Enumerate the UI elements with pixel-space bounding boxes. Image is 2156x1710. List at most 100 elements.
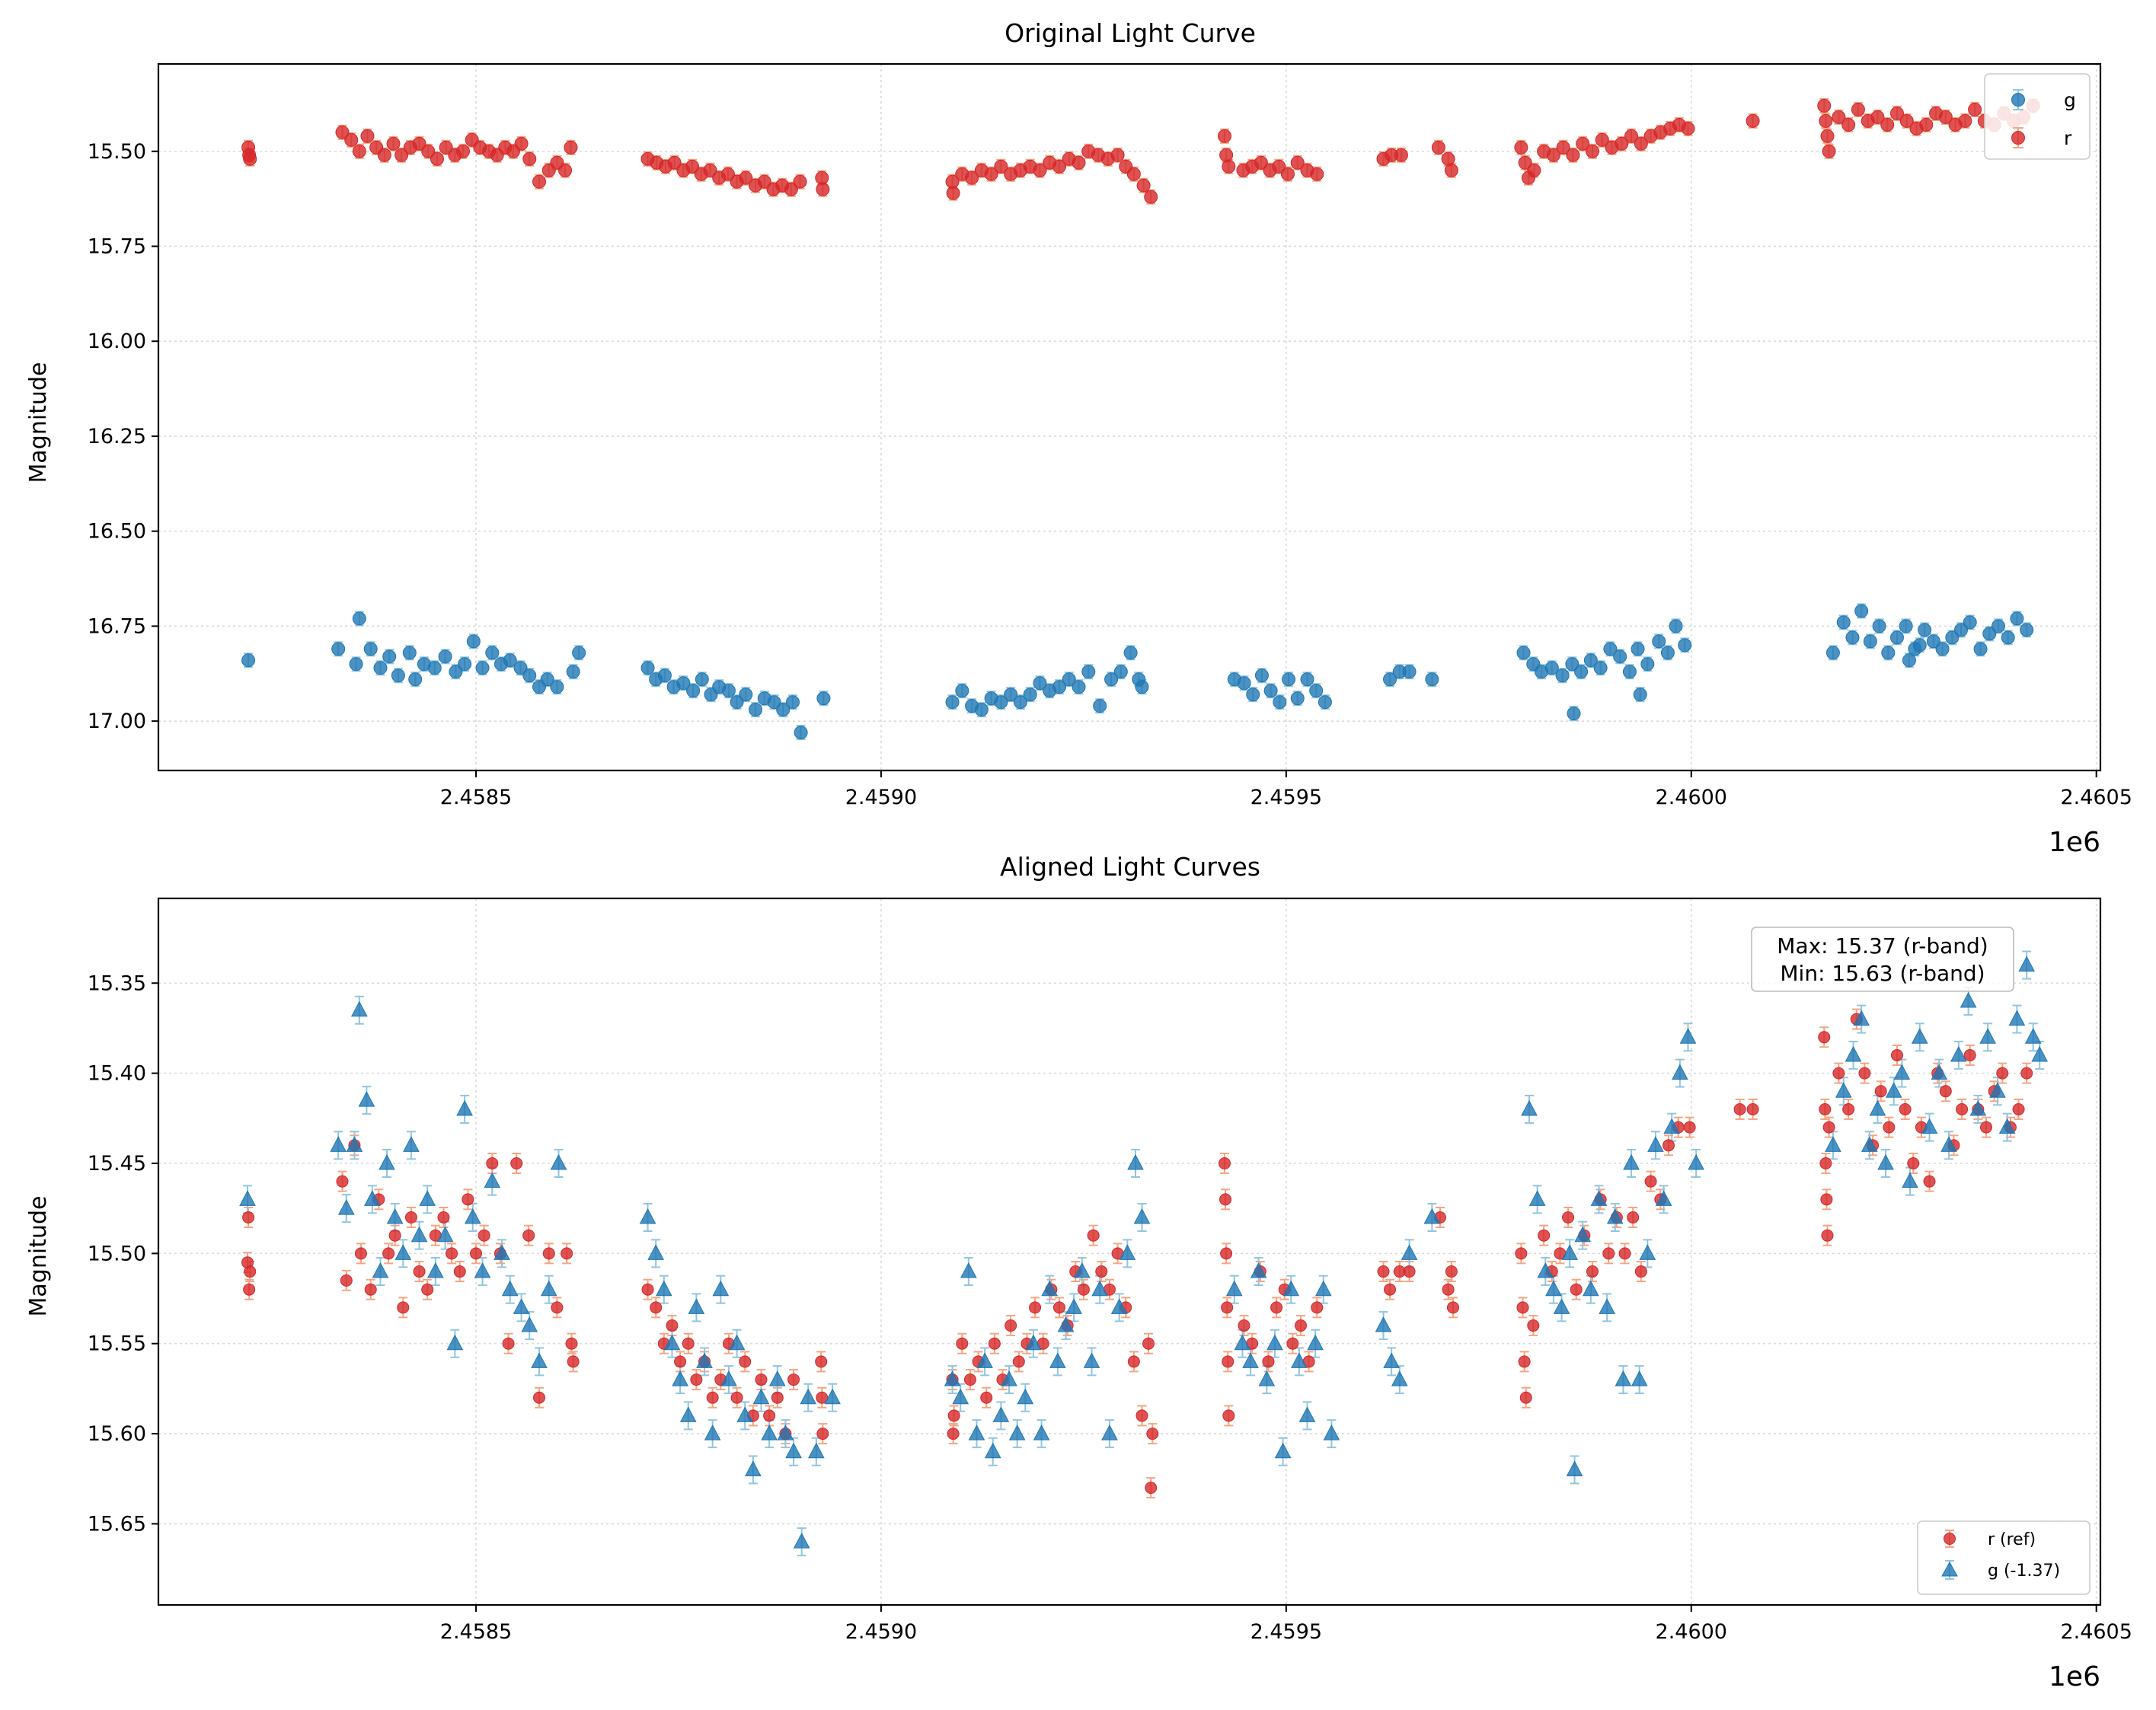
data-point-r bbox=[815, 1355, 828, 1368]
data-point-g bbox=[540, 1280, 557, 1297]
data-point-r bbox=[456, 144, 470, 158]
data-point-r bbox=[1515, 1247, 1528, 1260]
data-point-g bbox=[1935, 642, 1950, 656]
data-point-g bbox=[1899, 619, 1913, 633]
data-point-g bbox=[1083, 1352, 1100, 1368]
data-point-g bbox=[330, 1136, 347, 1152]
data-point-r bbox=[1126, 167, 1141, 181]
data-point-r bbox=[1052, 1301, 1065, 1314]
data-point-g bbox=[1845, 1045, 1862, 1062]
data-point-g bbox=[1555, 668, 1570, 683]
data-point-r bbox=[542, 1247, 555, 1260]
data-point-r bbox=[421, 144, 436, 158]
data-point-g bbox=[1561, 1244, 1579, 1260]
data-point-r bbox=[453, 1265, 466, 1278]
data-point-g bbox=[1633, 688, 1647, 702]
data-point-g bbox=[1631, 1370, 1648, 1386]
data-point-g bbox=[777, 1424, 794, 1440]
data-point-r bbox=[1087, 1229, 1100, 1242]
data-point-r bbox=[522, 1229, 535, 1242]
data-point-r bbox=[1441, 152, 1455, 166]
data-point-g bbox=[1861, 1136, 1878, 1152]
data-point-r bbox=[242, 1211, 255, 1224]
data-point-r bbox=[1566, 148, 1580, 162]
x-tick-label: 2.4585 bbox=[440, 1620, 512, 1644]
data-point-g bbox=[1017, 1388, 1034, 1405]
x-tick-label: 2.4600 bbox=[1656, 786, 1727, 809]
data-point-g bbox=[728, 1334, 746, 1351]
data-point-g bbox=[1835, 1082, 1852, 1098]
data-point-r bbox=[2012, 1102, 2025, 1115]
data-point-r bbox=[1310, 167, 1324, 181]
data-point-r bbox=[1818, 1031, 1831, 1044]
data-point-r bbox=[1518, 1355, 1531, 1368]
data-point-r bbox=[763, 1409, 776, 1422]
data-point-r bbox=[1219, 1193, 1232, 1206]
data-point-g bbox=[1544, 661, 1559, 675]
data-point-r bbox=[730, 1391, 743, 1404]
data-point-g bbox=[410, 1226, 428, 1243]
x-tick-label: 2.4585 bbox=[440, 786, 512, 809]
data-point-r bbox=[1377, 1265, 1390, 1278]
data-point-g bbox=[1290, 691, 1305, 706]
data-points bbox=[241, 98, 2040, 740]
y-tick-label: 15.55 bbox=[88, 1332, 146, 1356]
data-point-g bbox=[1973, 642, 1988, 656]
data-point-g bbox=[984, 1442, 1001, 1459]
data-point-r bbox=[1562, 1211, 1575, 1224]
y-tick-label: 15.35 bbox=[88, 971, 146, 995]
data-point-r bbox=[1518, 155, 1532, 170]
data-point-r bbox=[336, 1175, 349, 1188]
data-point-g bbox=[1041, 1280, 1059, 1297]
data-point-g bbox=[1401, 1244, 1418, 1260]
data-point-g bbox=[2008, 1010, 2026, 1026]
data-point-g bbox=[446, 1334, 464, 1351]
x-tick-label: 2.4605 bbox=[2060, 1620, 2132, 1644]
data-point-r bbox=[1899, 113, 1914, 128]
data-point-r bbox=[956, 1337, 969, 1350]
data-point-g bbox=[1521, 1099, 1538, 1116]
data-point-g bbox=[1998, 1118, 2016, 1134]
data-point-r bbox=[1110, 148, 1125, 162]
data-point-g bbox=[1931, 1064, 1948, 1080]
data-point-g bbox=[1263, 684, 1278, 698]
data-point-g bbox=[1133, 1208, 1151, 1224]
data-point-g bbox=[346, 1136, 363, 1152]
data-point-g bbox=[1877, 1153, 1894, 1170]
data-point-r bbox=[1602, 1247, 1615, 1260]
data-point-g bbox=[1049, 1352, 1066, 1368]
data-point-r bbox=[739, 171, 753, 185]
data-point-g bbox=[358, 1091, 375, 1107]
error-bars bbox=[244, 97, 2038, 741]
data-point-r bbox=[1570, 1283, 1583, 1296]
data-point-g bbox=[1872, 619, 1886, 633]
x-axis-ticks: 2.4585 2.4590 2.4595 2.4600 2.4605 bbox=[440, 770, 2132, 809]
data-point-r bbox=[532, 174, 546, 189]
data-point-g bbox=[672, 1370, 688, 1386]
data-point-g bbox=[945, 695, 960, 710]
data-point-r bbox=[1841, 117, 1856, 132]
data-point-r bbox=[1005, 1319, 1017, 1332]
data-point-g bbox=[550, 1153, 567, 1170]
y-tick-label: 15.45 bbox=[88, 1152, 146, 1176]
data-point-g bbox=[351, 1000, 368, 1017]
data-point-r bbox=[641, 1283, 654, 1296]
data-point-r bbox=[685, 159, 700, 174]
data-point-r bbox=[1634, 1265, 1647, 1278]
data-point-g bbox=[640, 661, 655, 675]
data-point-g bbox=[1918, 623, 1932, 637]
data-point-g bbox=[1234, 1334, 1251, 1351]
data-point-g bbox=[1113, 665, 1128, 679]
data-point-g bbox=[363, 642, 378, 656]
data-point-g bbox=[1104, 672, 1119, 687]
y-axis-label: Magnitude bbox=[25, 1196, 52, 1317]
data-point-r bbox=[1220, 1247, 1233, 1260]
data-point-g bbox=[800, 1388, 817, 1405]
data-point-g bbox=[1979, 1028, 1996, 1044]
y-tick-label: 16.00 bbox=[88, 330, 146, 353]
data-point-g bbox=[1678, 638, 1692, 652]
data-point-r bbox=[551, 1301, 564, 1314]
y-axis-ticks: 15.50 15.75 16.00 16.25 16.50 16.75 17.00 bbox=[88, 140, 158, 733]
data-point-g bbox=[1566, 1460, 1583, 1476]
data-point-g bbox=[475, 661, 490, 675]
